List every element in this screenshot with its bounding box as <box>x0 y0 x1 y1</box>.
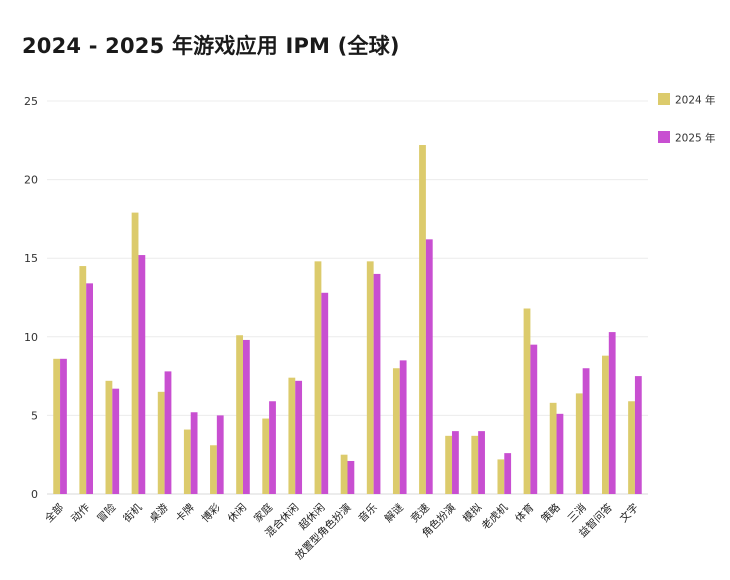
bar-2025 <box>425 239 433 494</box>
y-tick-label: 25 <box>24 95 38 108</box>
x-tick-label: 策略 <box>539 501 563 525</box>
x-tick-label: 文字 <box>617 501 641 525</box>
bar-2024 <box>419 145 426 495</box>
bar-2024 <box>157 391 165 494</box>
bar-2024 <box>340 454 348 494</box>
bar-2024 <box>314 261 322 494</box>
bar-2024 <box>183 429 191 494</box>
y-tick-label: 15 <box>24 252 38 265</box>
bar-2025 <box>295 380 303 494</box>
x-tick-label: 卡牌 <box>173 501 197 525</box>
legend-label: 2025 年 <box>675 132 716 145</box>
bar-2025 <box>216 415 224 494</box>
bar-2025 <box>504 453 512 494</box>
bar-2024 <box>288 377 296 494</box>
x-tick-label: 三消 <box>565 501 589 525</box>
legend-swatch <box>658 93 670 105</box>
bar-2024 <box>497 459 505 494</box>
bar-2024 <box>602 355 609 494</box>
bar-2024 <box>53 358 61 494</box>
bar-2024 <box>549 402 557 494</box>
bar-2024 <box>471 435 479 494</box>
x-tick-label: 体育 <box>512 501 536 525</box>
bar-2024 <box>445 435 453 494</box>
bar-2025 <box>86 283 93 494</box>
y-tick-label: 10 <box>24 331 38 344</box>
bar-2024 <box>262 418 270 494</box>
x-tick-label: 音乐 <box>356 501 380 525</box>
bar-2025 <box>608 332 616 494</box>
bar-2025 <box>164 371 172 494</box>
bar-2025 <box>582 368 590 494</box>
legend-swatch <box>658 131 670 143</box>
bar-2024 <box>236 335 243 494</box>
x-tick-label: 休闲 <box>225 501 249 525</box>
bar-2024 <box>79 266 87 494</box>
bar-2025 <box>242 339 250 494</box>
bar-2025 <box>452 431 459 494</box>
bar-2025 <box>478 431 485 494</box>
bar-2025 <box>321 292 329 494</box>
bars <box>53 145 642 495</box>
y-axis: 0 5 10 15 20 25 <box>24 95 38 501</box>
x-tick-label: 全部 <box>42 501 66 525</box>
bar-2025 <box>269 401 276 494</box>
chart-title: 2024 - 2025 年游戏应用 IPM (全球) <box>22 34 400 58</box>
bar-2025 <box>138 255 146 494</box>
bar-2024 <box>366 261 374 494</box>
bar-2024 <box>210 445 217 494</box>
y-tick-label: 0 <box>31 488 38 501</box>
x-tick-label: 街机 <box>121 501 145 525</box>
legend: 2024 年 2025 年 <box>658 93 716 145</box>
bar-2024 <box>131 212 139 494</box>
x-tick-label: 冒险 <box>94 501 118 525</box>
bar-2024 <box>575 393 583 494</box>
legend-label: 2024 年 <box>675 94 716 107</box>
y-tick-label: 20 <box>24 174 38 187</box>
x-tick-label: 解谜 <box>382 501 406 525</box>
x-tick-label: 博彩 <box>199 501 223 525</box>
x-tick-label: 桌游 <box>147 501 171 525</box>
grid-lines <box>47 100 648 495</box>
bar-2024 <box>628 401 635 494</box>
bar-2024 <box>392 368 400 494</box>
x-tick-label: 老虎机 <box>479 501 511 533</box>
bar-2025 <box>112 388 120 494</box>
bar-2024 <box>105 380 113 494</box>
bar-2025 <box>399 360 407 494</box>
bar-2025 <box>190 412 198 494</box>
bar-2025 <box>634 376 642 494</box>
bar-2025 <box>530 344 538 494</box>
bar-2025 <box>373 273 381 494</box>
bar-2025 <box>347 460 355 494</box>
bar-2025 <box>556 413 564 494</box>
bar-2025 <box>60 358 67 494</box>
y-tick-label: 5 <box>31 409 38 422</box>
x-tick-label: 动作 <box>69 501 93 525</box>
bar-2024 <box>523 308 531 494</box>
